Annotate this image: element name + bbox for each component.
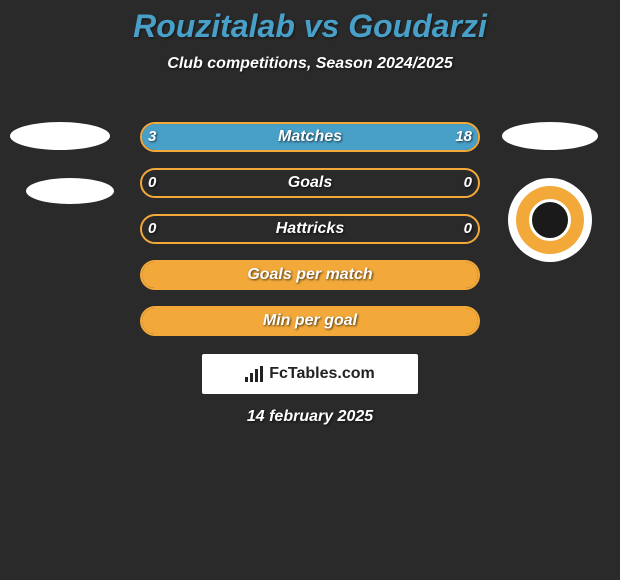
stat-value-right: 18 — [455, 122, 472, 152]
date-text: 14 february 2025 — [0, 408, 620, 426]
stat-rows: Matches318Goals00Hattricks00Goals per ma… — [0, 122, 620, 352]
stat-row: Min per goal — [0, 306, 620, 336]
stat-value-left: 0 — [148, 214, 156, 244]
page-title: Rouzitalab vs Goudarzi — [0, 0, 620, 45]
brand-card[interactable]: FcTables.com — [202, 354, 418, 394]
stat-bar — [140, 260, 480, 290]
stat-value-right: 0 — [464, 214, 472, 244]
stat-bar — [140, 168, 480, 198]
stat-bar — [140, 214, 480, 244]
stat-value-left: 3 — [148, 122, 156, 152]
brand-text: FcTables.com — [269, 365, 375, 383]
stat-value-right: 0 — [464, 168, 472, 198]
stat-row: Goals00 — [0, 168, 620, 198]
subtitle: Club competitions, Season 2024/2025 — [0, 55, 620, 73]
stat-value-left: 0 — [148, 168, 156, 198]
bar-fill-full — [142, 262, 478, 288]
chart-icon — [245, 366, 263, 382]
bar-fill-right — [190, 124, 478, 150]
comparison-infographic: Rouzitalab vs Goudarzi Club competitions… — [0, 0, 620, 580]
bar-fill-full — [142, 308, 478, 334]
stat-bar — [140, 122, 480, 152]
stat-row: Matches318 — [0, 122, 620, 152]
stat-row: Goals per match — [0, 260, 620, 290]
stat-bar — [140, 306, 480, 336]
stat-row: Hattricks00 — [0, 214, 620, 244]
